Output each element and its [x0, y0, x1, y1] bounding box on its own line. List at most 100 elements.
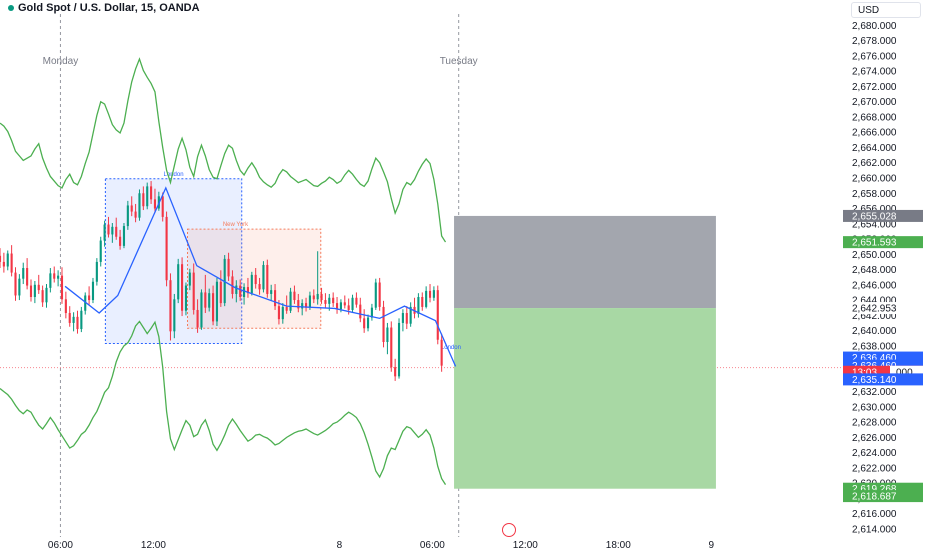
candle-body [80, 310, 83, 330]
candle-body [270, 290, 273, 294]
candle [95, 258, 98, 286]
candle [258, 277, 261, 295]
candle [150, 181, 153, 204]
candle [142, 186, 145, 211]
candle [169, 273, 172, 341]
candle-body [200, 292, 203, 328]
currency-badge[interactable]: USD [851, 2, 921, 18]
candle [130, 196, 133, 217]
price-tags: 2,655.0282,651.5932,636.4602,636.46013:0… [843, 209, 923, 503]
price-tag-bg [843, 490, 923, 503]
candle-body [2, 261, 5, 267]
candle [119, 229, 122, 250]
candle [208, 288, 211, 312]
candle [378, 277, 381, 311]
candle-body [304, 303, 308, 308]
candle-body [103, 224, 106, 241]
candle [332, 292, 335, 307]
candle [316, 251, 319, 305]
candle-body [165, 216, 168, 281]
candle [386, 322, 389, 355]
candle-body [301, 303, 304, 309]
candle [370, 303, 373, 321]
candle [37, 274, 40, 294]
candle-body [289, 291, 292, 311]
price-tick-label: 2,676.000 [852, 51, 897, 62]
candle-body [177, 264, 180, 300]
candle-body [22, 268, 25, 279]
candle-body [254, 274, 257, 285]
candle-body [142, 193, 145, 207]
bands [0, 57, 447, 486]
candle-body [382, 306, 385, 343]
candle-body [320, 293, 323, 301]
candle-body [72, 316, 75, 323]
candle-body [76, 316, 79, 330]
candle-body [88, 295, 91, 301]
candle [57, 270, 60, 287]
candle [401, 309, 404, 332]
candle-body [436, 290, 439, 340]
price-tick-label: 2,650.000 [852, 250, 897, 261]
candle [6, 250, 9, 271]
candle [18, 274, 21, 301]
candle-body [428, 290, 432, 298]
candle [138, 189, 141, 221]
price-tick-label: 2,644.000 [852, 296, 897, 307]
candle-body [161, 196, 164, 217]
price-tag-bg [843, 236, 923, 249]
candle-body [84, 295, 87, 311]
candle [60, 267, 64, 304]
price-tick-label: 2,622.000 [852, 463, 897, 474]
candle [425, 286, 428, 309]
candle [440, 333, 443, 372]
candle-body [57, 275, 60, 279]
candle-body [91, 281, 95, 301]
day-labels: Monday Tuesday [43, 56, 478, 67]
candle-body [208, 293, 211, 308]
candles [0, 181, 443, 381]
candle [14, 267, 17, 301]
candle-body [227, 258, 230, 277]
candle [212, 285, 215, 326]
price-tick-label: 2,646.000 [852, 280, 897, 291]
candle [297, 293, 300, 313]
candle [405, 306, 408, 330]
candle-body [138, 193, 141, 218]
replay-icon[interactable] [502, 523, 516, 537]
candle [417, 293, 420, 318]
candle-body [14, 272, 17, 296]
time-axis[interactable]: 06:00 12:00 8 06:00 12:00 18:00 9 [0, 537, 843, 550]
candle [41, 285, 44, 307]
candle [26, 258, 29, 290]
candle [84, 292, 87, 315]
candle-body [130, 205, 133, 212]
candle [285, 295, 288, 314]
candle-body [95, 261, 98, 282]
candle-body [363, 318, 366, 329]
candle [134, 203, 137, 223]
candle-body [339, 302, 342, 310]
overlay-lines [64, 186, 457, 367]
price-tick-label: 2,624.000 [852, 448, 897, 459]
candle-body [212, 293, 215, 322]
candle [235, 280, 238, 303]
candle-body [45, 287, 48, 303]
candle [219, 270, 222, 307]
candle-body [49, 273, 52, 288]
candle-body [273, 290, 277, 307]
candle [382, 300, 385, 348]
candle-body [335, 303, 339, 310]
candle-body [10, 253, 13, 273]
candle [366, 314, 370, 332]
currency-label: USD [858, 5, 880, 16]
candle [432, 286, 435, 301]
candle [397, 318, 401, 379]
price-tick-label: 2,680.000 [852, 21, 897, 32]
candle-body [18, 278, 21, 296]
price-axis[interactable]: 2,614.0002,616.0002,618.0002,620.0002,62… [843, 0, 932, 550]
candle-body [374, 282, 377, 308]
market-status-icon [8, 5, 14, 12]
candle-body [215, 281, 219, 322]
